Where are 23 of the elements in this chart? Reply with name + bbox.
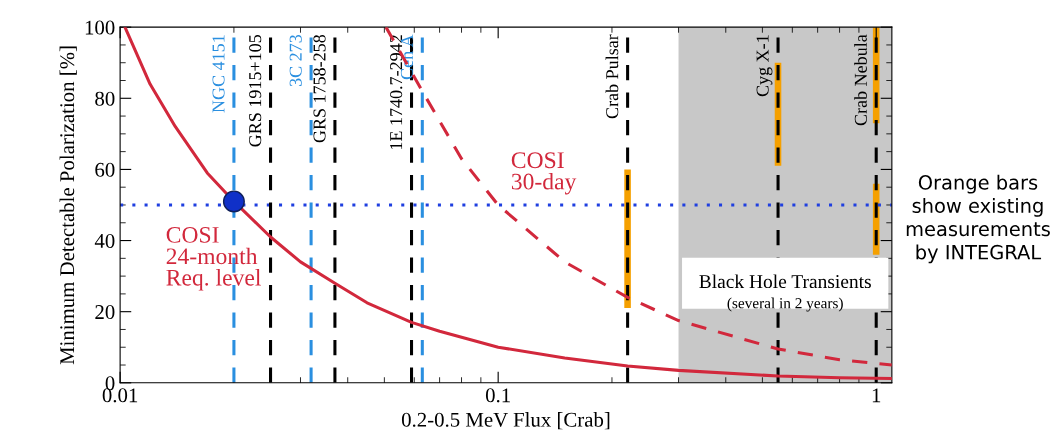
y-tick-label: 60 (95, 162, 115, 177)
annotation: (several in 2 years) (727, 297, 843, 312)
ref-line-label: Crab Pulsar (605, 34, 619, 119)
ref-line-label: Cen A (400, 34, 413, 80)
y-tick-label: 40 (94, 233, 115, 248)
ref-line-label: 1E 1740.7-2942 (390, 35, 403, 150)
series-label: COSI 30-day (511, 152, 577, 195)
series-label: COSI 24-month Req. level (166, 226, 261, 291)
ref-line-label: 3C 273 (289, 34, 302, 87)
ref-line-label: NGC 4151 (212, 35, 225, 113)
ref-line-label: Crab Nebula (854, 34, 867, 126)
y-tick-label: 80 (95, 91, 115, 106)
x-tick-label: 1 (872, 388, 881, 403)
ref-line-label: GRS 1915+105 (249, 34, 262, 147)
y-tick-label: 20 (95, 305, 115, 320)
y-axis-title: Minimum Detectable Polarization [%] (59, 46, 77, 365)
ref-line-label: Cyg X-1 (756, 35, 773, 97)
x-axis-title: 0.2-0.5 MeV Flux [Crab] (401, 412, 610, 430)
band-label: Black Hole Transients (699, 274, 871, 289)
text: Orange bars show existing measurements by INTEGRAL (906, 174, 1050, 264)
x-tick-label: 0.1 (485, 388, 510, 403)
ref-line-label: GRS 1758-258 (313, 34, 326, 143)
y-tick-label: 100 (85, 20, 115, 35)
